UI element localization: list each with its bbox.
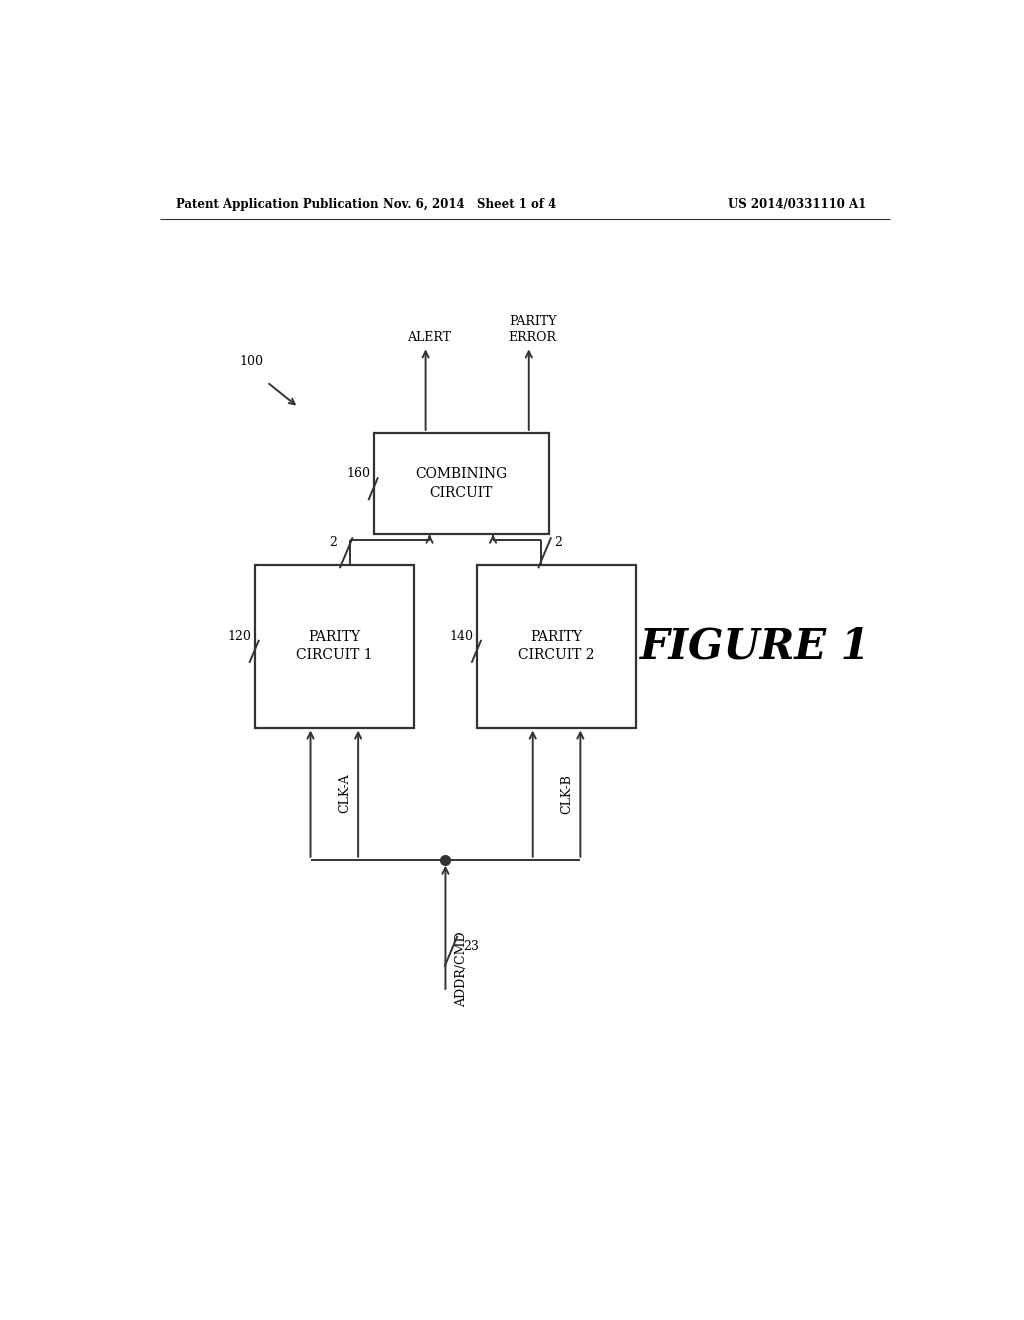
Text: 100: 100 xyxy=(239,355,263,368)
Text: PARITY
ERROR: PARITY ERROR xyxy=(509,315,557,345)
Bar xyxy=(374,433,549,535)
Text: 140: 140 xyxy=(450,630,473,643)
Text: PARITY
CIRCUIT 2: PARITY CIRCUIT 2 xyxy=(518,630,595,663)
Text: 120: 120 xyxy=(227,630,251,643)
Text: 2: 2 xyxy=(554,536,562,549)
Text: Patent Application Publication: Patent Application Publication xyxy=(176,198,378,211)
Text: CLK-A: CLK-A xyxy=(338,774,351,813)
Text: 160: 160 xyxy=(346,467,370,480)
Text: CLK-B: CLK-B xyxy=(560,774,573,813)
Text: FIGURE 1: FIGURE 1 xyxy=(640,626,870,668)
Text: 2: 2 xyxy=(329,536,337,549)
Text: COMBINING
CIRCUIT: COMBINING CIRCUIT xyxy=(415,467,508,500)
Text: US 2014/0331110 A1: US 2014/0331110 A1 xyxy=(728,198,866,211)
Text: PARITY
CIRCUIT 1: PARITY CIRCUIT 1 xyxy=(296,630,373,663)
Text: 23: 23 xyxy=(463,940,479,953)
Bar xyxy=(255,565,414,727)
Text: Nov. 6, 2014   Sheet 1 of 4: Nov. 6, 2014 Sheet 1 of 4 xyxy=(383,198,556,211)
Text: ALERT: ALERT xyxy=(408,331,452,345)
Text: ADDR/CMD: ADDR/CMD xyxy=(455,932,468,1007)
Bar xyxy=(477,565,636,727)
